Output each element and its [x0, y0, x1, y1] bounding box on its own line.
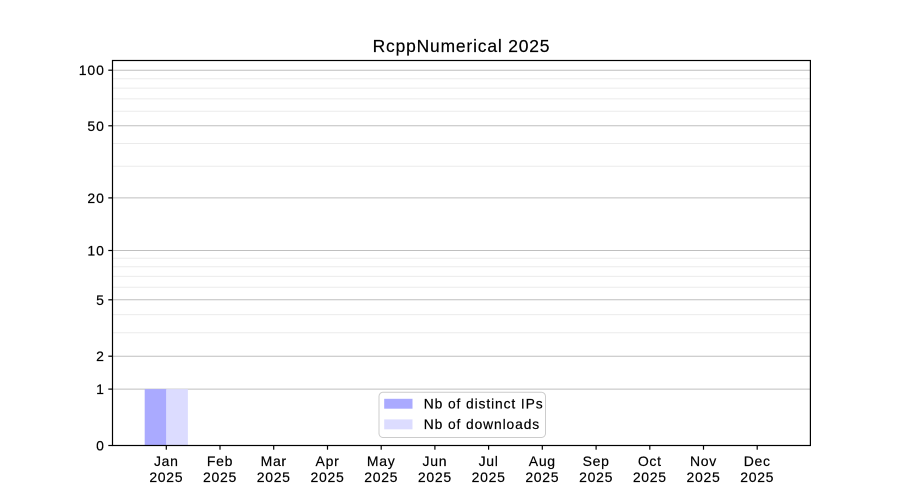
svg-text:2025: 2025 — [364, 469, 398, 485]
svg-text:Jul: Jul — [479, 453, 499, 469]
svg-text:2025: 2025 — [687, 469, 721, 485]
svg-text:2025: 2025 — [149, 469, 183, 485]
svg-text:2025: 2025 — [311, 469, 345, 485]
svg-text:2025: 2025 — [257, 469, 291, 485]
svg-text:2025: 2025 — [579, 469, 613, 485]
svg-text:20: 20 — [87, 190, 104, 206]
svg-text:5: 5 — [96, 292, 105, 308]
svg-text:100: 100 — [79, 62, 105, 78]
svg-text:May: May — [367, 453, 396, 469]
svg-text:2025: 2025 — [472, 469, 506, 485]
svg-text:2025: 2025 — [203, 469, 237, 485]
svg-text:10: 10 — [87, 243, 104, 259]
svg-text:Aug: Aug — [529, 453, 556, 469]
svg-text:2025: 2025 — [418, 469, 452, 485]
svg-text:Jun: Jun — [423, 453, 448, 469]
svg-text:50: 50 — [87, 118, 104, 134]
svg-text:0: 0 — [96, 438, 105, 454]
svg-text:Mar: Mar — [261, 453, 287, 469]
svg-text:Oct: Oct — [638, 453, 662, 469]
svg-text:Dec: Dec — [744, 453, 771, 469]
svg-text:Nov: Nov — [690, 453, 717, 469]
svg-text:Jan: Jan — [154, 453, 179, 469]
svg-text:2025: 2025 — [525, 469, 559, 485]
svg-text:1: 1 — [96, 381, 105, 397]
svg-text:2025: 2025 — [633, 469, 667, 485]
svg-text:Sep: Sep — [583, 453, 610, 469]
svg-text:Feb: Feb — [207, 453, 233, 469]
svg-text:RcppNumerical 2025: RcppNumerical 2025 — [373, 36, 551, 56]
svg-text:Apr: Apr — [316, 453, 340, 469]
svg-text:2: 2 — [96, 348, 105, 364]
svg-text:Nb of distinct IPs: Nb of distinct IPs — [424, 397, 544, 412]
svg-text:2025: 2025 — [740, 469, 774, 485]
svg-text:Nb of downloads: Nb of downloads — [424, 417, 540, 432]
